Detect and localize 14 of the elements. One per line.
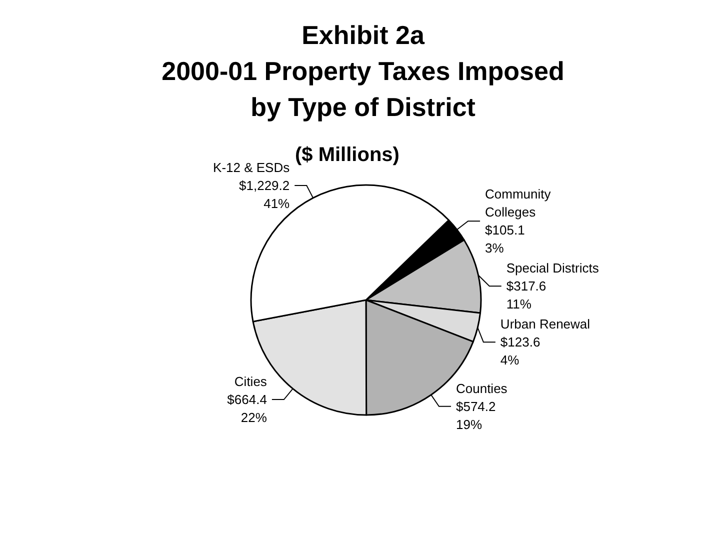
slice-label: Urban Renewal	[500, 316, 590, 332]
data-label: $123.6 4%	[500, 334, 540, 368]
slice-label: Community Colleges	[485, 186, 554, 220]
data-label: $574.2 19%	[456, 398, 496, 432]
data-label: $1,229.2 41%	[239, 178, 290, 211]
data-label: $664.4 22%	[227, 392, 268, 426]
chart-subtitle: ($ Millions)	[295, 144, 400, 166]
data-label: $317.6 11%	[506, 278, 546, 312]
slice-label: Counties	[456, 380, 508, 396]
slice-label: K-12 & ESDs	[213, 160, 290, 175]
chart-title: Exhibit 2a 2000-01 Property Taxes Imposed by Type of District	[162, 20, 564, 122]
slice-label: Special Districts	[506, 260, 600, 276]
data-label: $105.1 3%	[485, 222, 525, 256]
slice-label: Cities	[234, 374, 268, 390]
